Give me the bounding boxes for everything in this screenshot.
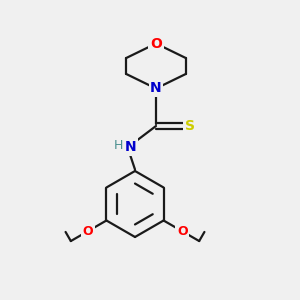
Text: O: O [82, 225, 93, 238]
Text: O: O [150, 37, 162, 50]
Text: S: S [184, 119, 195, 133]
Text: N: N [125, 140, 136, 154]
Text: N: N [150, 82, 162, 95]
Text: O: O [177, 225, 188, 238]
Text: H: H [114, 139, 124, 152]
